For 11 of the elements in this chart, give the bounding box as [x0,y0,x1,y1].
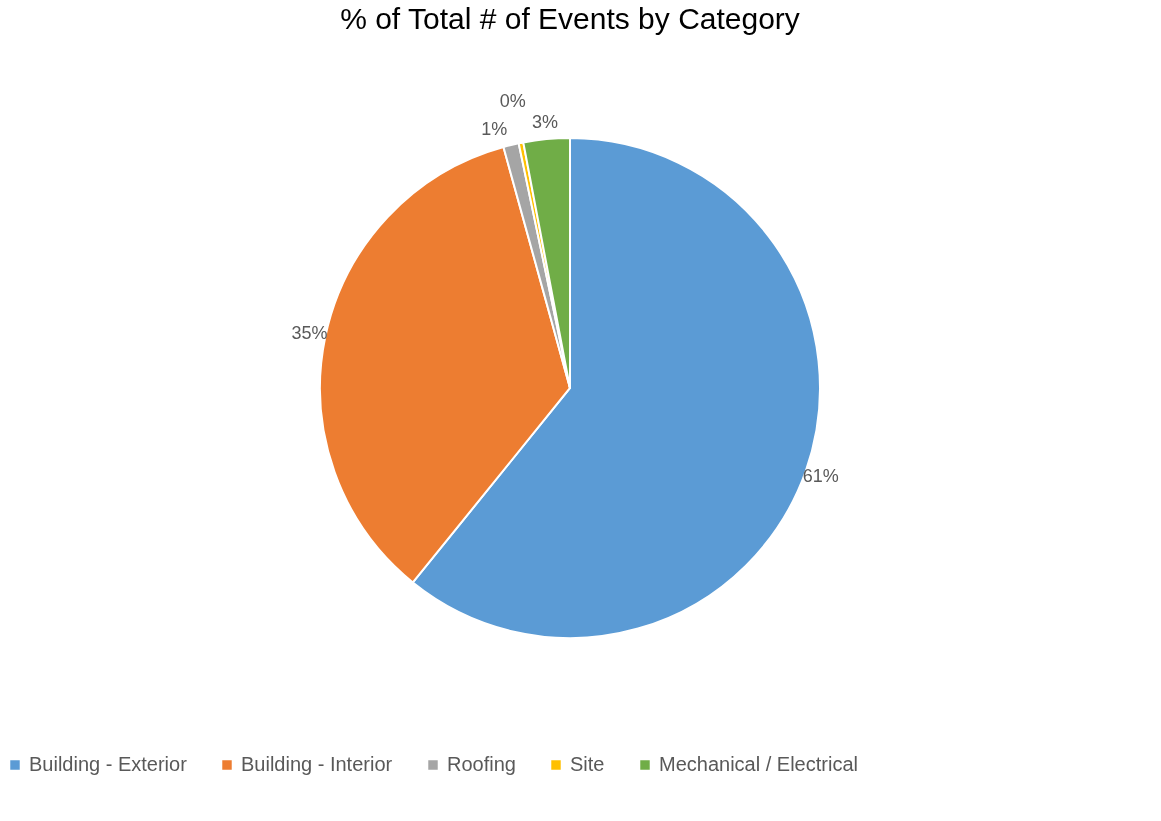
data-label: 35% [291,322,328,343]
data-label: 3% [532,112,559,133]
legend-label: Site [570,753,605,775]
chart-title: % of Total # of Events by Category [340,2,800,35]
legend-label: Building - Interior [241,753,393,775]
data-label: 0% [499,90,526,111]
legend-label: Building - Exterior [29,753,188,775]
data-label: 1% [481,118,508,139]
legend-label: Mechanical / Electrical [659,753,858,775]
legend-label: Roofing [447,753,516,775]
data-label: 61% [802,465,839,486]
